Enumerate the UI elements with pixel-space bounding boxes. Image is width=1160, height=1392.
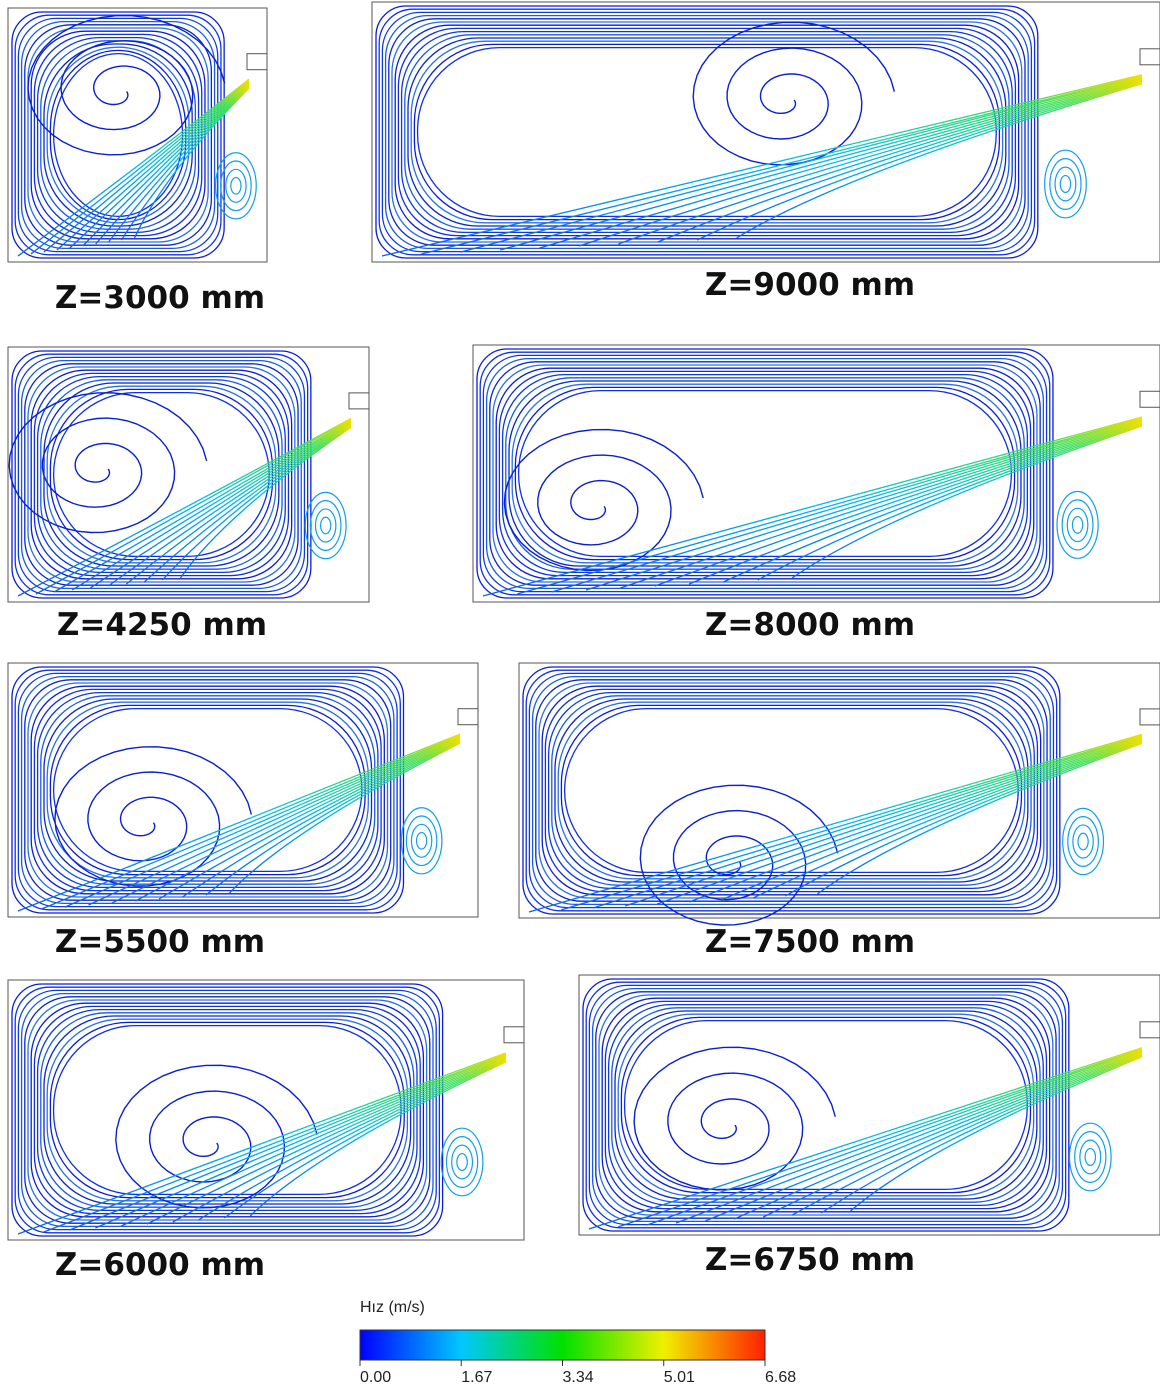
- flow-panel: Z=3000 mm: [8, 8, 267, 316]
- inlet: [1140, 709, 1160, 725]
- panel-label: Z=9000 mm: [705, 267, 915, 303]
- panel-label: Z=8000 mm: [705, 607, 915, 643]
- panel-label: Z=6000 mm: [55, 1247, 265, 1283]
- inlet: [458, 709, 478, 725]
- colorbar-tick-label: 5.01: [664, 1369, 695, 1386]
- flow-panel: Z=9000 mm: [372, 2, 1160, 303]
- page: Z=3000 mm Z=9000 mm Z=4250 mm Z=8000 mm Z=55…: [0, 0, 1160, 1392]
- inlet: [1140, 1022, 1160, 1038]
- colorbar-tick-label: 3.34: [563, 1369, 594, 1386]
- inlet: [247, 54, 267, 70]
- panel-frame: [519, 663, 1160, 918]
- flow-panel: Z=8000 mm: [473, 345, 1160, 643]
- panels: Z=3000 mm Z=9000 mm Z=4250 mm Z=8000 mm Z=55…: [8, 2, 1160, 1283]
- inlet: [504, 1027, 524, 1043]
- panel-label: Z=4250 mm: [57, 607, 267, 643]
- colorbar-tick-label: 0.00: [360, 1369, 391, 1386]
- colorbar-tick-label: 1.67: [461, 1369, 492, 1386]
- panel-label: Z=3000 mm: [55, 280, 265, 316]
- panel-frame: [8, 663, 478, 917]
- inlet: [1140, 49, 1160, 65]
- panel-label: Z=6750 mm: [705, 1242, 915, 1278]
- flow-panel: Z=7500 mm: [519, 663, 1160, 960]
- panel-label: Z=7500 mm: [705, 924, 915, 960]
- colorbar: Hız (m/s) 0.00 1.67 3.34 5.01 6.68: [360, 1299, 796, 1386]
- flow-panel: Z=6750 mm: [579, 975, 1160, 1278]
- colorbar-bar: [360, 1330, 765, 1360]
- panel-label: Z=5500 mm: [55, 924, 265, 960]
- inlet: [349, 393, 369, 409]
- colorbar-tick-label: 6.68: [765, 1369, 796, 1386]
- colorbar-title: Hız (m/s): [360, 1299, 425, 1316]
- figure: Z=3000 mm Z=9000 mm Z=4250 mm Z=8000 mm Z=55…: [0, 0, 1160, 1392]
- panel-frame: [8, 347, 369, 602]
- flow-panel: Z=4250 mm: [8, 347, 369, 643]
- flow-panel: Z=5500 mm: [8, 663, 478, 960]
- inlet: [1140, 391, 1160, 407]
- flow-panel: Z=6000 mm: [8, 980, 524, 1283]
